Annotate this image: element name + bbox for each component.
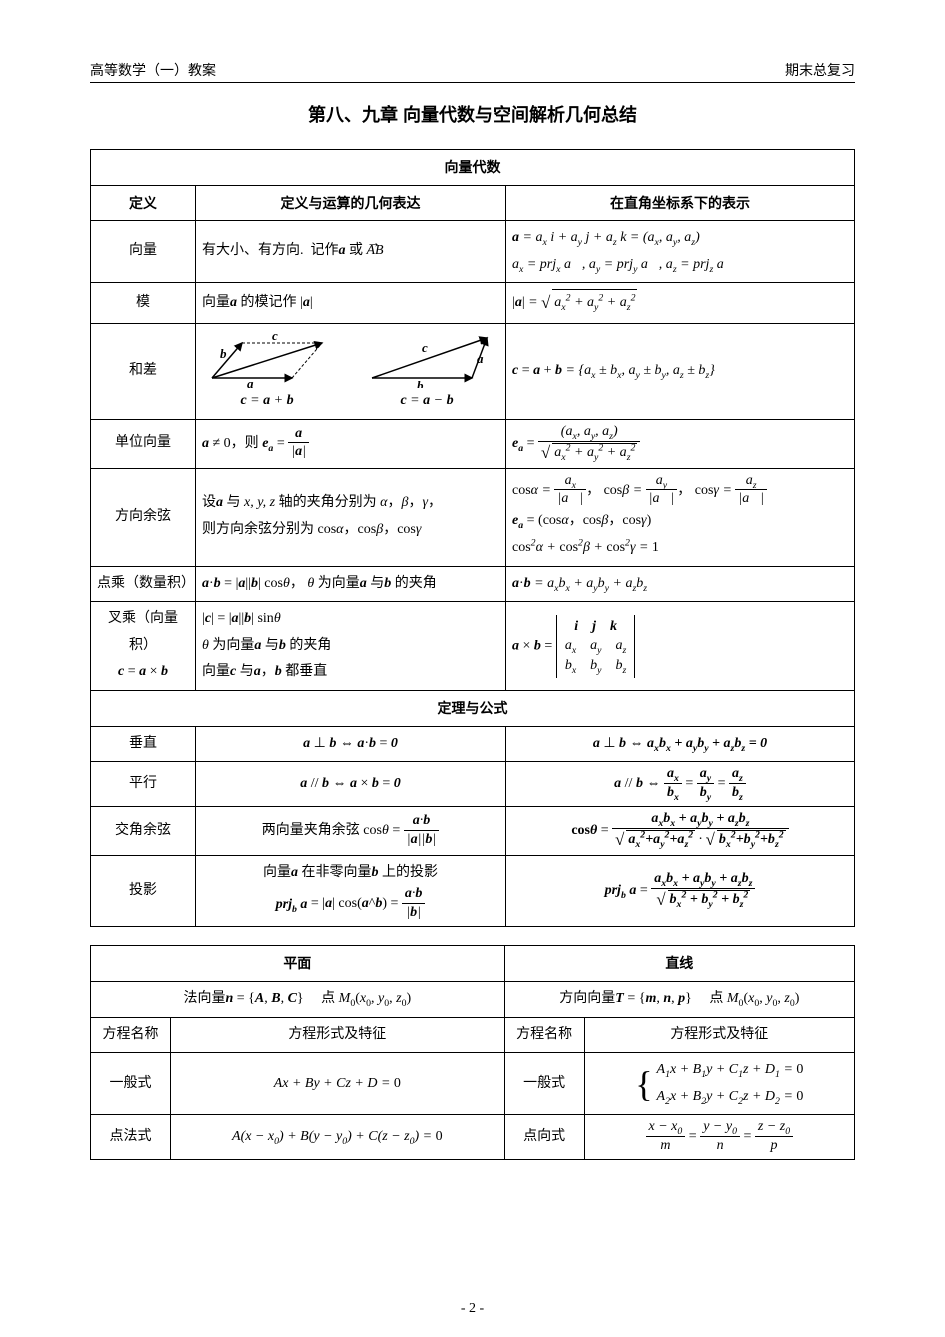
col-header: 定义 — [91, 185, 196, 221]
header-right: 期末总复习 — [785, 60, 855, 80]
row-geo: a b c c = a + b b a — [196, 324, 506, 420]
row-coord: a = ax i + ay j + az k = (ax, ay, az) ax… — [506, 221, 855, 283]
col-header: 方程名称 — [504, 1017, 584, 1053]
row-geo: a ⊥ b ⇔ a·b = 0 — [196, 726, 506, 762]
row-coord: a·b = axbx + ayby + azbz — [506, 566, 855, 602]
svg-text:c: c — [272, 328, 278, 343]
plane-line-table: 平面 直线 法向量n = {A, B, C} 点 M0(x0, y0, z0) … — [90, 945, 855, 1160]
row-coord: a × b = ijk axayaz bxbybz — [506, 602, 855, 691]
col-header: 方程名称 — [91, 1017, 171, 1053]
line-eq-name: 一般式 — [504, 1053, 584, 1115]
section-header: 定理与公式 — [91, 691, 855, 727]
line-header: 直线 — [504, 946, 854, 982]
row-label: 投影 — [91, 855, 196, 927]
table-row: 和差 a b c — [91, 324, 855, 420]
row-coord: prjb a = axbx + ayby + azbz √bx2 + by2 +… — [506, 855, 855, 927]
row-label: 模 — [91, 283, 196, 324]
page-title: 第八、九章 向量代数与空间解析几何总结 — [90, 101, 855, 127]
plane-eq: Ax + By + Cz + D = 0 — [171, 1053, 505, 1115]
row-geo: 有大小、有方向. 记作a 或 →AB — [196, 221, 506, 283]
row-label: 平行 — [91, 762, 196, 807]
vector-algebra-table: 向量代数 定义 定义与运算的几何表达 在直角坐标系下的表示 向量 有大小、有方向… — [90, 149, 855, 927]
plane-header: 平面 — [91, 946, 505, 982]
row-coord: ea = (ax, ay, az) √ax2 + ay2 + az2 — [506, 419, 855, 468]
plane-eq: A(x − x0) + B(y − y0) + C(z − z0) = 0 — [171, 1115, 505, 1160]
page-header: 高等数学（一）教案 期末总复习 — [90, 60, 855, 83]
line-eq: { A1x + B1y + C1z + D1 = 0 A2x + B2y + C… — [584, 1053, 854, 1115]
triangle-diagram: b a c — [362, 328, 492, 388]
parallelogram-diagram: a b c — [202, 328, 332, 388]
table-row: 模 向量a 的模记作 |a| |a| = √ax2 + ay2 + az2 — [91, 283, 855, 324]
plane-eq-name: 点法式 — [91, 1115, 171, 1160]
col-header: 方程形式及特征 — [171, 1017, 505, 1053]
col-header: 方程形式及特征 — [584, 1017, 854, 1053]
row-coord: cosθ = axbx + ayby + azbz √ax2+ay2+az2 ·… — [506, 807, 855, 856]
table-row: 垂直 a ⊥ b ⇔ a·b = 0 a ⊥ b ⇔ axbx + ayby +… — [91, 726, 855, 762]
plane-normal: 法向量n = {A, B, C} 点 M0(x0, y0, z0) — [91, 982, 505, 1018]
row-label: 和差 — [91, 324, 196, 420]
page: 高等数学（一）教案 期末总复习 第八、九章 向量代数与空间解析几何总结 向量代数… — [0, 0, 945, 1337]
section-header: 向量代数 — [91, 150, 855, 186]
table-row: 点法式 A(x − x0) + B(y − y0) + C(z − z0) = … — [91, 1115, 855, 1160]
row-geo: 向量a 在非零向量b 上的投影 prjb a = |a| cos(a^b) = … — [196, 855, 506, 927]
row-geo: a·b = |a||b| cosθ， θ 为向量a 与b 的夹角 — [196, 566, 506, 602]
table-row: 叉乘（向量积）c = a × b |c| = |a||b| sinθ θ 为向量… — [91, 602, 855, 691]
plane-eq-name: 一般式 — [91, 1053, 171, 1115]
line-eq-name: 点向式 — [504, 1115, 584, 1160]
line-eq: x − x0m = y − y0n = z − z0p — [584, 1115, 854, 1160]
svg-text:b: b — [417, 378, 424, 388]
table-row: 向量 有大小、有方向. 记作a 或 →AB a = ax i + ay j + … — [91, 221, 855, 283]
svg-text:c: c — [422, 340, 428, 355]
svg-text:a: a — [477, 351, 484, 366]
row-coord: cosα = ax|a⃗|， cosβ = ay|a⃗|， cosγ = az|… — [506, 468, 855, 566]
table-row: 一般式 Ax + By + Cz + D = 0 一般式 { A1x + B1y… — [91, 1053, 855, 1115]
row-coord: a ⊥ b ⇔ axbx + ayby + azbz = 0 — [506, 726, 855, 762]
row-label: 垂直 — [91, 726, 196, 762]
row-label: 向量 — [91, 221, 196, 283]
row-label: 方向余弦 — [91, 468, 196, 566]
table-row: 平行 a // b ⇔ a × b = 0 a // b ⇔ axbx = ay… — [91, 762, 855, 807]
col-header: 定义与运算的几何表达 — [196, 185, 506, 221]
table-row: 单位向量 a ≠ 0，则 ea = a|a| ea = (ax, ay, az)… — [91, 419, 855, 468]
row-geo: 向量a 的模记作 |a| — [196, 283, 506, 324]
row-label: 交角余弦 — [91, 807, 196, 856]
row-geo: a ≠ 0，则 ea = a|a| — [196, 419, 506, 468]
row-geo: 两向量夹角余弦 cosθ = a·b|a||b| — [196, 807, 506, 856]
row-label: 单位向量 — [91, 419, 196, 468]
svg-text:b: b — [220, 346, 227, 361]
table-row: 方向余弦 设a 与 x, y, z 轴的夹角分别为 α，β，γ， 则方向余弦分别… — [91, 468, 855, 566]
svg-text:a: a — [247, 376, 254, 388]
row-geo: a // b ⇔ a × b = 0 — [196, 762, 506, 807]
table-row: 交角余弦 两向量夹角余弦 cosθ = a·b|a||b| cosθ = axb… — [91, 807, 855, 856]
line-direction: 方向向量T = {m, n, p} 点 M0(x0, y0, z0) — [504, 982, 854, 1018]
row-label: 叉乘（向量积）c = a × b — [91, 602, 196, 691]
row-label: 点乘（数量积） — [91, 566, 196, 602]
row-coord: |a| = √ax2 + ay2 + az2 — [506, 283, 855, 324]
row-coord: c = a + b = {ax ± bx, ay ± by, az ± bz} — [506, 324, 855, 420]
header-left: 高等数学（一）教案 — [90, 60, 216, 80]
page-number: - 2 - — [0, 1301, 945, 1317]
row-geo: 设a 与 x, y, z 轴的夹角分别为 α，β，γ， 则方向余弦分别为 cos… — [196, 468, 506, 566]
col-header: 在直角坐标系下的表示 — [506, 185, 855, 221]
table-row: 点乘（数量积） a·b = |a||b| cosθ， θ 为向量a 与b 的夹角… — [91, 566, 855, 602]
row-geo: |c| = |a||b| sinθ θ 为向量a 与b 的夹角 向量c 与a，b… — [196, 602, 506, 691]
row-coord: a // b ⇔ axbx = ayby = azbz — [506, 762, 855, 807]
table-row: 投影 向量a 在非零向量b 上的投影 prjb a = |a| cos(a^b)… — [91, 855, 855, 927]
